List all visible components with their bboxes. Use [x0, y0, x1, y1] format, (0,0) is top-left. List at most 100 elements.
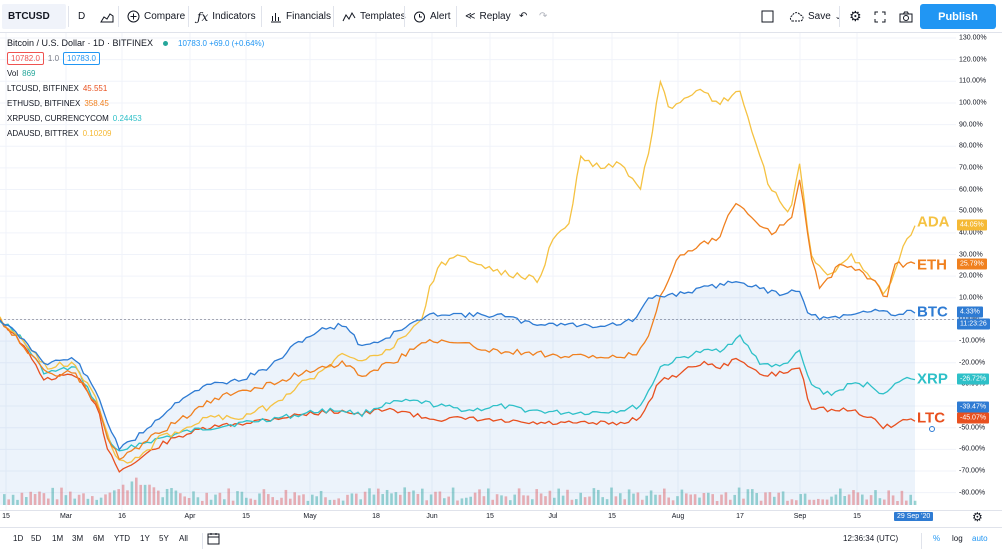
volume-bar: [192, 491, 195, 505]
volume-bar: [64, 495, 68, 505]
auto-toggle[interactable]: auto: [972, 534, 988, 543]
volume-bar: [271, 497, 274, 505]
date-badge: 29 Sep '20: [894, 512, 934, 521]
y-tick-label: 10.00%: [959, 294, 983, 302]
volume-bar: [812, 499, 816, 505]
range-button-all[interactable]: All: [179, 534, 188, 543]
compare-button[interactable]: Compare: [121, 4, 191, 29]
volume-bar: [636, 492, 640, 505]
symbol-search-button[interactable]: BTCUSD: [2, 4, 66, 29]
toolbar-divider: [333, 6, 334, 27]
volume-bar: [614, 496, 618, 505]
settings-button[interactable]: ⚙: [843, 4, 868, 29]
layout-button[interactable]: [755, 4, 780, 29]
volume-bar: [249, 498, 252, 505]
range-button-5y[interactable]: 5Y: [159, 534, 169, 543]
redo-button[interactable]: ↷: [533, 4, 553, 29]
x-tick-label: 15: [486, 513, 494, 520]
compare-legend-item[interactable]: ETHUSD, BITFINEX 358.45: [7, 96, 264, 111]
market-status-dot: [163, 41, 169, 46]
range-button-5d[interactable]: 5D: [31, 534, 42, 543]
publish-button[interactable]: Publish: [920, 4, 996, 29]
volume-bar: [869, 495, 873, 505]
volume-bar: [350, 493, 354, 505]
volume-bar: [126, 490, 129, 505]
volume-bar: [187, 497, 191, 505]
volume-bar: [183, 496, 186, 505]
volume-bar: [764, 492, 767, 505]
y-tick-label: 100.00%: [959, 99, 987, 107]
replay-button[interactable]: ≪ Replay: [459, 4, 517, 29]
settings-icon[interactable]: ⚙: [972, 510, 983, 524]
bottom-bar: 1D 5D 1M 3M 6M YTD 1Y 5Y All 12:36:34 (UTC) % lo…: [0, 527, 1002, 556]
range-button-1m[interactable]: 1M: [52, 534, 64, 543]
indicators-button[interactable]: ƒx Indicators: [191, 4, 262, 29]
save-button[interactable]: Save ⌄: [782, 4, 848, 29]
volume-bar: [394, 492, 398, 505]
financials-button[interactable]: Financials: [264, 4, 337, 29]
ask-price[interactable]: 10783.0: [63, 52, 100, 65]
price-change: 10783.0 +69.0 (+0.64%): [178, 39, 265, 48]
date-range-button[interactable]: [207, 532, 220, 548]
volume-bar: [306, 500, 310, 505]
log-toggle[interactable]: log: [952, 534, 963, 543]
volume-bar: [139, 484, 142, 505]
compare-legend-item[interactable]: XRPUSD, CURRENCYCOM 0.24453: [7, 111, 264, 126]
volume-bar: [302, 494, 305, 505]
y-tick-label: 120.00%: [959, 56, 987, 64]
range-button-3m[interactable]: 3M: [72, 534, 84, 543]
toolbar-divider: [456, 6, 457, 27]
volume-bar: [685, 493, 688, 505]
time-scale[interactable]: 29 Sep '20 ⚙ 15 Mar 16 Apr 15 May 18 Jun 15 Jul 15…: [0, 510, 1002, 527]
range-button-6m[interactable]: 6M: [93, 534, 105, 543]
compare-symbol-value: 0.24453: [112, 114, 142, 123]
volume-bar: [896, 500, 899, 505]
volume-bar: [47, 498, 50, 505]
badge-btc: 4.33%: [957, 306, 983, 318]
volume-bar: [522, 495, 525, 505]
range-button-ytd[interactable]: YTD: [114, 534, 130, 543]
price-scale[interactable]: 130.00% 120.00% 110.00% 100.00% 90.00% 80.00%…: [956, 33, 1002, 510]
volume-bar: [355, 493, 358, 505]
volume-bar: [399, 494, 402, 505]
volume-bar: [535, 489, 538, 505]
volume-bar: [478, 489, 481, 505]
volume-bar: [253, 499, 257, 505]
chart-legend: Bitcoin / U.S. Dollar · 1D · BITFINEX 10…: [7, 36, 264, 141]
y-tick-label: -50.00%: [959, 424, 986, 432]
volume-bar: [311, 494, 314, 505]
y-tick-label: 80.00%: [959, 142, 983, 150]
volume-bar: [887, 490, 890, 505]
series-line-ltc: [0, 320, 916, 473]
templates-button[interactable]: Templates: [336, 4, 412, 29]
compare-symbol-value: 358.45: [84, 99, 109, 108]
volume-bar: [768, 492, 772, 505]
volume-bar: [3, 494, 6, 505]
volume-bar: [33, 494, 37, 505]
bid-price[interactable]: 10782.0: [7, 52, 44, 65]
chart-style-button[interactable]: [94, 4, 120, 29]
compare-legend-item[interactable]: ADAUSD, BITTREX 0.10209: [7, 126, 264, 141]
fullscreen-button[interactable]: [868, 4, 892, 29]
range-button-1d[interactable]: 1D: [13, 534, 24, 543]
volume-bar: [592, 488, 596, 505]
interval-button[interactable]: D: [72, 4, 91, 29]
undo-button[interactable]: ↶: [513, 4, 533, 29]
percent-toggle[interactable]: %: [933, 534, 941, 543]
area-chart-icon: [100, 12, 114, 22]
alert-button[interactable]: Alert: [407, 4, 457, 29]
volume-bar: [781, 491, 785, 505]
price-chart[interactable]: [0, 33, 956, 510]
clock[interactable]: 12:36:34 (UTC): [843, 534, 899, 543]
snapshot-button[interactable]: [893, 4, 919, 29]
compare-legend-item[interactable]: LTCUSD, BITFINEX 45.551: [7, 81, 264, 96]
x-tick-label: 16: [118, 513, 126, 520]
volume-bar: [381, 494, 384, 505]
volume-bar: [60, 487, 63, 505]
volume-bar: [544, 496, 547, 505]
range-button-1y[interactable]: 1Y: [140, 534, 150, 543]
series-label-eth: ETH: [917, 256, 947, 274]
volume-bar: [333, 499, 336, 505]
volume-bar: [429, 494, 433, 505]
volume-bar: [157, 490, 160, 505]
